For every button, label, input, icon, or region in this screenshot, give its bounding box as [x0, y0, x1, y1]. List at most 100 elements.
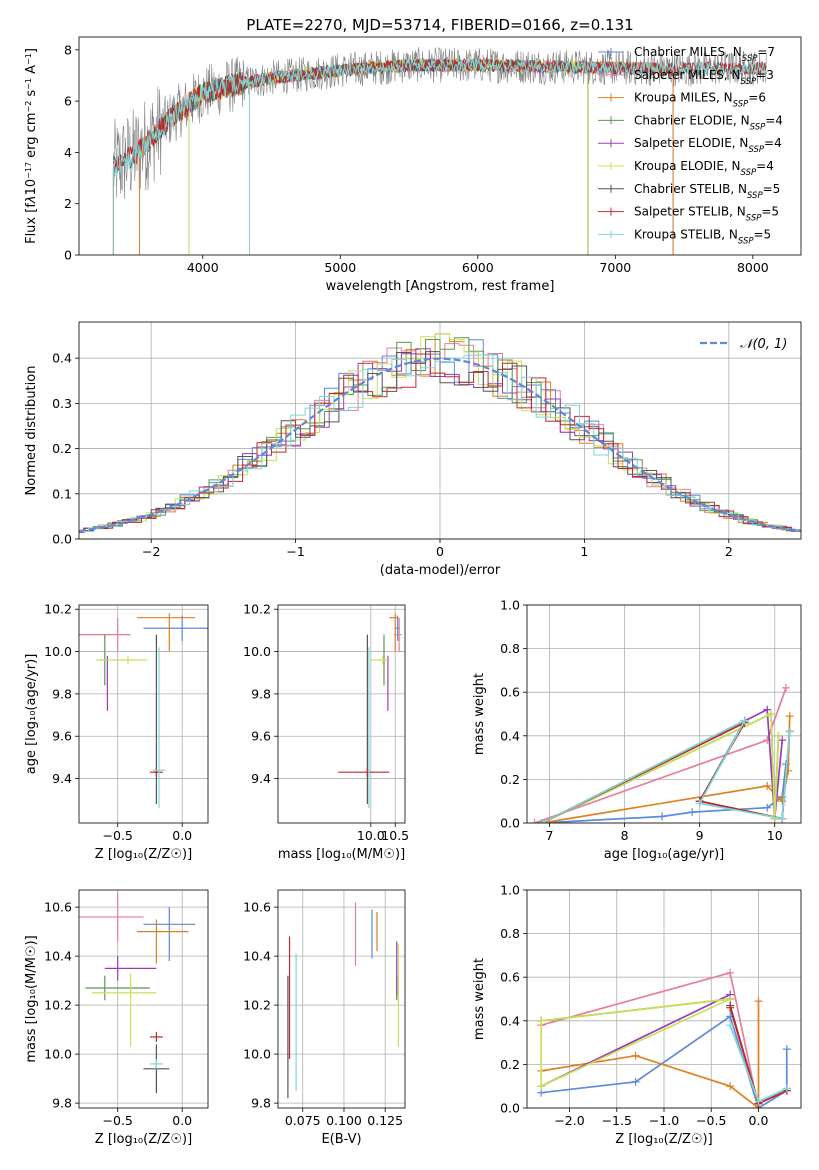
series-salpeter-stelib [538, 718, 794, 823]
tick-label-y: 10.0 [243, 644, 271, 659]
axes-frame [78, 321, 802, 540]
tick-label-x: 8 [621, 828, 629, 843]
plot-mass_vs_Z: −0.5 0.0 9.8 10.0 10.2 10.4 10.6 Z [log₁₀(Z/Z☉)… [24, 889, 209, 1147]
tick-label-y: 0.2 [500, 1057, 520, 1072]
model-spectrum-kroupa-stelib [112, 57, 767, 178]
tick-label-y: 10.6 [243, 900, 271, 915]
errorbar-kroupa-miles [389, 613, 398, 652]
tick-label-y: 0.6 [500, 970, 520, 985]
tick-label-y: 10.4 [44, 949, 72, 964]
axes-frame [526, 604, 802, 824]
tick-label-y: 0.4 [500, 728, 520, 743]
tick-label-x: 0.0 [172, 1113, 192, 1128]
tick-label-y: 9.4 [251, 771, 271, 786]
tick-label-y: 10.2 [243, 998, 271, 1013]
legend-label: Salpeter STELIB, NSSP=5 [634, 205, 779, 224]
data-point [785, 712, 794, 721]
data-point [726, 1003, 735, 1012]
tick-label-x: 10.0 [357, 828, 385, 843]
tick-label-x: 0.125 [367, 1113, 403, 1128]
tick-label-y: 1.0 [500, 598, 520, 613]
data-point [763, 705, 772, 714]
tick-label-x: 0.0 [749, 1113, 769, 1128]
tick-label-y: 0.8 [500, 926, 520, 941]
series-kroupa-miles [538, 712, 794, 823]
tick-label-y: 0.8 [500, 641, 520, 656]
errorbar-kroupa-elodie [95, 655, 148, 665]
series-salpeter-miles [537, 968, 763, 1108]
tick-label-x: −1 [286, 544, 304, 559]
plot-area [530, 683, 794, 823]
plot-age_vs_Z: −0.5 0.0 9.4 9.6 9.8 10.0 10.2 Z [log₁₀(Z/Z☉)] a… [24, 602, 209, 862]
data-point [782, 1084, 791, 1093]
tick-label-y: 0.4 [52, 351, 72, 366]
axis-label-y: Flux [fλ10−17 erg cm−2 s−1 A−1] [24, 48, 40, 244]
axis-label-x: Z [log₁₀(Z/Z☉)] [615, 1132, 712, 1147]
series-chabrier-stelib [538, 716, 794, 823]
tick-label-y: 0.0 [500, 816, 520, 831]
axis-label-y: mass weight [472, 958, 487, 1040]
tick-label-x: 0.075 [285, 1113, 321, 1128]
plot-area [79, 892, 196, 1094]
tick-label-y: 9.8 [251, 1096, 271, 1111]
tick-label-y: 0 [64, 248, 72, 263]
tick-label-y: 4 [64, 145, 72, 160]
legend-label: Kroupa ELODIE, NSSP=4 [634, 159, 774, 178]
tick-label-y: 0.1 [52, 486, 72, 501]
plot-residuals: −2 −1 0 1 2 0.0 0.1 0.2 0.3 0.4 (data-model)/error… [24, 321, 802, 578]
tick-label-y: 9.8 [52, 1096, 72, 1111]
errorbar-kroupa-elodie [91, 973, 157, 1047]
data-point [537, 1082, 546, 1091]
data-point [538, 819, 547, 823]
data-point [726, 968, 735, 977]
histogram-chabrier-stelib [79, 351, 801, 534]
tick-label-y: 0.3 [52, 396, 72, 411]
series-kroupa-elodie [537, 995, 735, 1091]
axis-label-x: E(B-V) [321, 1132, 361, 1147]
tick-label-y: 0.6 [500, 685, 520, 700]
figure-title: PLATE=2270, MJD=53714, FIBERID=0166, z=0… [246, 16, 633, 34]
tick-label-y: 10.0 [44, 644, 72, 659]
data-point [631, 1077, 640, 1086]
tick-label-y: 2 [64, 196, 72, 211]
data-point [695, 799, 704, 808]
errorbar-kroupa-stelib [149, 1059, 163, 1069]
tick-label-x: 9 [696, 828, 704, 843]
axis-label-x: mass [log₁₀(M/M☉)] [278, 847, 405, 862]
errorbar-salpeter-stelib [338, 767, 390, 777]
series-salpeter-miles [530, 683, 790, 823]
tick-label-y: 10.0 [44, 1047, 72, 1062]
series-line [541, 764, 787, 823]
tick-label-x: −0.5 [696, 1113, 726, 1128]
axes-frame [277, 604, 406, 824]
legend-label: Chabrier ELODIE, NSSP=4 [634, 113, 783, 132]
tick-label-x: −2.0 [554, 1113, 584, 1128]
axes-frame [78, 604, 209, 824]
data-point [631, 1051, 640, 1060]
tick-label-y: 10.6 [44, 900, 72, 915]
data-point [785, 727, 794, 736]
tick-label-y: 9.6 [251, 729, 271, 744]
tick-label-y: 8 [64, 42, 72, 57]
plot-mass_vs_EBV: 0.075 0.100 0.125 9.8 10.0 10.2 10.4 10.6 E(B-V) [243, 889, 406, 1147]
plot-area [79, 613, 208, 809]
data-point [740, 716, 749, 725]
errorbar-kroupa-miles [137, 919, 189, 964]
series-kroupa-elodie [538, 710, 783, 823]
axis-label-x: Z [log₁₀(Z/Z☉)] [95, 1132, 192, 1147]
data-point [688, 808, 697, 817]
tick-label-x: −0.5 [103, 1113, 133, 1128]
axis-label-x: (data-model)/error [380, 563, 501, 578]
errorbar-salpeter-miles [79, 892, 144, 942]
tick-label-y: 1.0 [500, 883, 520, 898]
tick-label-x: 6000 [462, 260, 494, 275]
plot-mass_weight_vs_age: 7 8 9 10 0.0 0.2 0.4 0.6 0.8 1.0 age [log₁₀(age/yr… [472, 598, 802, 862]
tick-label-y: 0.0 [500, 1101, 520, 1116]
series-line [541, 712, 780, 823]
tick-label-y: 0.4 [500, 1013, 520, 1028]
errorbar-kroupa-stelib [152, 647, 166, 809]
errorbar-kroupa-elodie [370, 655, 388, 665]
tick-label-y: 9.4 [52, 771, 72, 786]
